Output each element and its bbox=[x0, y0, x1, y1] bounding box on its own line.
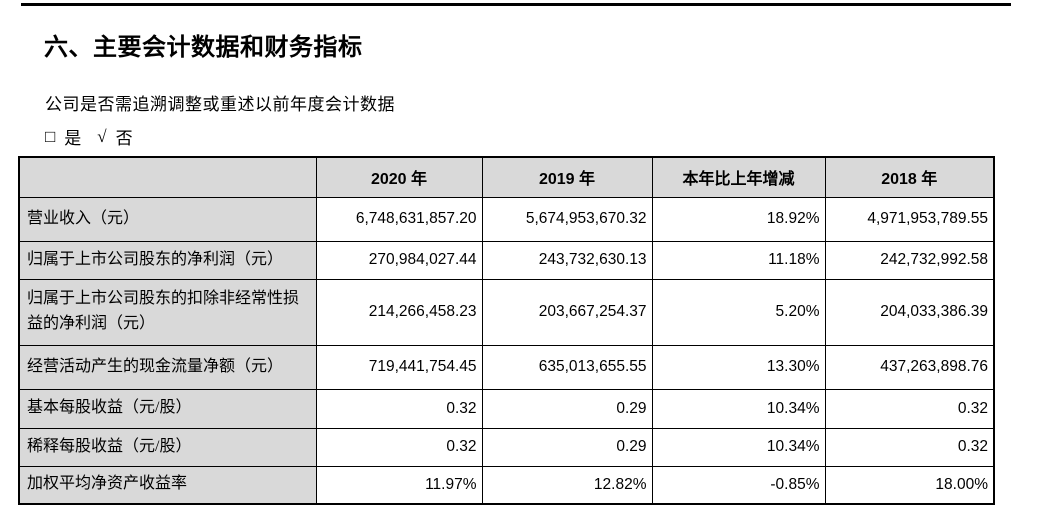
cell-change: -0.85% bbox=[651, 465, 826, 505]
cell-2019: 635,013,655.55 bbox=[481, 344, 653, 390]
header-indicator-blank bbox=[18, 156, 317, 198]
cell-2018: 204,033,386.39 bbox=[824, 278, 995, 346]
cell-2020: 0.32 bbox=[315, 388, 483, 429]
row-label: 稀释每股收益（元/股） bbox=[18, 427, 317, 467]
header-yoy-change: 本年比上年增减 bbox=[651, 156, 826, 198]
page-top-rule bbox=[21, 3, 1011, 6]
row-label: 归属于上市公司股东的扣除非经常性损益的净利润（元） bbox=[18, 278, 317, 346]
cell-2020: 719,441,754.45 bbox=[315, 344, 483, 390]
cell-2020: 214,266,458.23 bbox=[315, 278, 483, 346]
cell-2018: 0.32 bbox=[824, 388, 995, 429]
cell-2019: 243,732,630.13 bbox=[481, 240, 653, 280]
row-label: 基本每股收益（元/股） bbox=[18, 388, 317, 429]
cell-change: 10.34% bbox=[651, 388, 826, 429]
cell-2018: 437,263,898.76 bbox=[824, 344, 995, 390]
checkbox-unchecked-icon: □ bbox=[45, 126, 56, 146]
cell-2018: 4,971,953,789.55 bbox=[824, 196, 995, 242]
restatement-question: 公司是否需追溯调整或重述以前年度会计数据 bbox=[45, 95, 395, 114]
row-label: 营业收入（元） bbox=[18, 196, 317, 242]
restatement-choice-line: □ 是 √ 否 bbox=[45, 124, 133, 149]
table-row-revenue: 营业收入（元） 6,748,631,857.20 5,674,953,670.3… bbox=[18, 196, 995, 242]
row-label: 归属于上市公司股东的净利润（元） bbox=[18, 240, 317, 280]
section-title: 六、主要会计数据和财务指标 bbox=[44, 35, 363, 61]
cell-2019: 0.29 bbox=[481, 388, 653, 429]
choice-no-label: 否 bbox=[115, 129, 133, 148]
table-row-operating-cash-flow: 经营活动产生的现金流量净额（元） 719,441,754.45 635,013,… bbox=[18, 344, 995, 390]
header-2019: 2019 年 bbox=[481, 156, 653, 198]
header-2020: 2020 年 bbox=[315, 156, 483, 198]
cell-2019: 5,674,953,670.32 bbox=[481, 196, 653, 242]
header-2018: 2018 年 bbox=[824, 156, 995, 198]
cell-2018: 0.32 bbox=[824, 427, 995, 467]
table-header-row: 2020 年 2019 年 本年比上年增减 2018 年 bbox=[18, 156, 995, 198]
row-label: 经营活动产生的现金流量净额（元） bbox=[18, 344, 317, 390]
table-row-basic-eps: 基本每股收益（元/股） 0.32 0.29 10.34% 0.32 bbox=[18, 388, 995, 429]
choice-yes-label: 是 bbox=[64, 129, 82, 148]
table-row-net-profit-excl-nonrecurring: 归属于上市公司股东的扣除非经常性损益的净利润（元） 214,266,458.23… bbox=[18, 278, 995, 346]
cell-2019: 12.82% bbox=[481, 465, 653, 505]
cell-2019: 0.29 bbox=[481, 427, 653, 467]
cell-2020: 0.32 bbox=[315, 427, 483, 467]
cell-change: 11.18% bbox=[651, 240, 826, 280]
cell-2020: 6,748,631,857.20 bbox=[315, 196, 483, 242]
checkmark-icon: √ bbox=[97, 126, 107, 146]
cell-2018: 18.00% bbox=[824, 465, 995, 505]
row-label: 加权平均净资产收益率 bbox=[18, 465, 317, 505]
cell-change: 13.30% bbox=[651, 344, 826, 390]
key-financials-table: 2020 年 2019 年 本年比上年增减 2018 年 营业收入（元） 6,7… bbox=[18, 156, 995, 505]
cell-2018: 242,732,992.58 bbox=[824, 240, 995, 280]
cell-2019: 203,667,254.37 bbox=[481, 278, 653, 346]
table-row-weighted-avg-roe: 加权平均净资产收益率 11.97% 12.82% -0.85% 18.00% bbox=[18, 465, 995, 505]
cell-2020: 270,984,027.44 bbox=[315, 240, 483, 280]
cell-change: 10.34% bbox=[651, 427, 826, 467]
cell-2020: 11.97% bbox=[315, 465, 483, 505]
table-row-net-profit: 归属于上市公司股东的净利润（元） 270,984,027.44 243,732,… bbox=[18, 240, 995, 280]
cell-change: 5.20% bbox=[651, 278, 826, 346]
table-row-diluted-eps: 稀释每股收益（元/股） 0.32 0.29 10.34% 0.32 bbox=[18, 427, 995, 467]
cell-change: 18.92% bbox=[651, 196, 826, 242]
